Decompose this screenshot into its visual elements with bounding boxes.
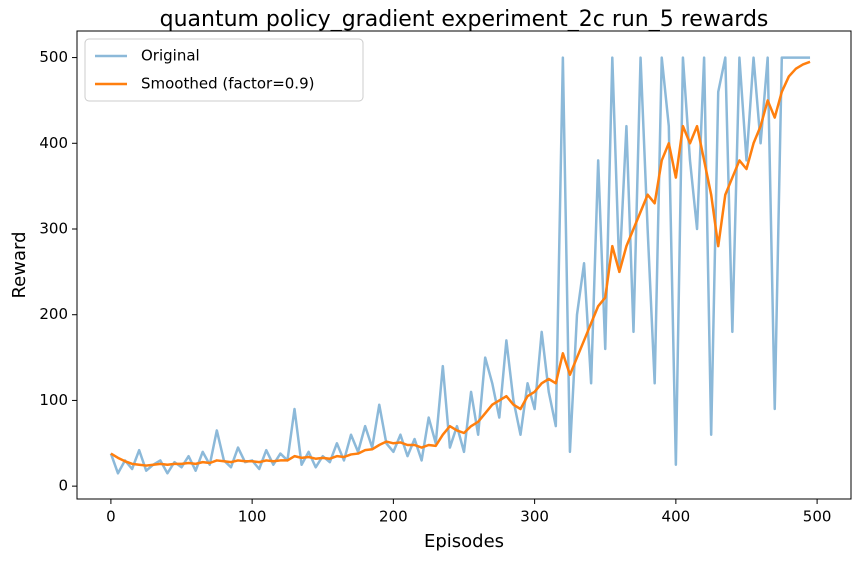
y-axis-label: Reward — [9, 231, 30, 298]
legend-label: Smoothed (factor=0.9) — [141, 75, 314, 93]
y-tick-label: 0 — [58, 477, 68, 495]
x-tick-label: 0 — [106, 508, 116, 526]
x-tick-label: 400 — [662, 508, 691, 526]
series-line — [110, 60, 811, 467]
x-tick-label: 500 — [803, 508, 832, 526]
plot-frame — [76, 30, 852, 500]
x-tick-label: 200 — [379, 508, 408, 526]
legend-label: Original — [141, 47, 200, 65]
x-tick-label: 300 — [520, 508, 549, 526]
y-tick-label: 500 — [39, 48, 68, 66]
chart-title: quantum policy_gradient experiment_2c ru… — [160, 7, 769, 32]
y-tick-label: 400 — [39, 134, 68, 152]
legend-box — [84, 38, 364, 102]
y-tick-label: 300 — [39, 220, 68, 238]
x-tick-label: 100 — [238, 508, 267, 526]
x-axis-label: Episodes — [424, 531, 504, 552]
series-line — [109, 56, 811, 475]
y-tick-label: 100 — [39, 391, 68, 409]
y-tick-label: 200 — [39, 305, 68, 323]
